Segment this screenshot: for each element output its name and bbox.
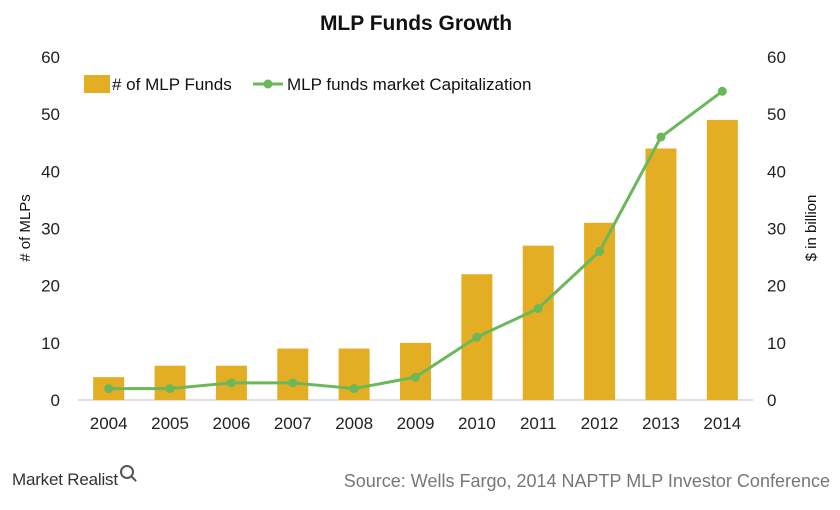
x-tick-label: 2014	[703, 414, 741, 433]
cap-point-2010	[472, 332, 482, 342]
legend-line-marker	[263, 79, 273, 89]
line-series	[104, 86, 727, 394]
bar-2007	[277, 348, 309, 400]
brand-logo: Market Realist	[12, 465, 134, 490]
x-tick-label: 2013	[642, 414, 680, 433]
source-note: Source: Wells Fargo, 2014 NAPTP MLP Inve…	[343, 471, 830, 491]
cap-point-2005	[165, 384, 175, 394]
legend-bar-swatch	[84, 75, 110, 93]
y2-tick-label: 30	[767, 220, 786, 239]
x-tick-label: 2008	[335, 414, 373, 433]
cap-point-2011	[533, 304, 543, 314]
legend: # of MLP Funds MLP funds market Capitali…	[84, 75, 531, 94]
x-tick-label: 2007	[274, 414, 312, 433]
y2-axis-title: $ in billion	[803, 195, 820, 262]
y-tick-label: 40	[41, 162, 60, 181]
y2-tick-label: 10	[767, 334, 786, 353]
cap-point-2013	[656, 132, 666, 142]
magnifier-icon	[119, 465, 134, 479]
x-tick-label: 2009	[397, 414, 435, 433]
chart-title: MLP Funds Growth	[320, 12, 512, 35]
y2-tick-label: 60	[767, 48, 786, 67]
y-tick-label: 10	[41, 334, 60, 353]
bar-2005	[154, 365, 186, 400]
x-axis-ticks: 2004 2005 2006 2007 2008 2009 2010 2011 2012 2013…	[90, 414, 741, 433]
x-tick-label: 2010	[458, 414, 496, 433]
bar-2013	[645, 148, 677, 400]
cap-point-2009	[411, 372, 420, 382]
y2-tick-label: 50	[767, 105, 786, 124]
cap-point-2012	[595, 246, 605, 256]
cap-point-2008	[349, 384, 359, 394]
cap-point-2014	[717, 86, 727, 96]
brand-name: Market Realist	[12, 470, 118, 489]
x-tick-label: 2011	[520, 414, 557, 433]
y-tick-label: 60	[41, 48, 60, 67]
y2-tick-label: 20	[767, 277, 786, 296]
y-tick-label: 0	[51, 391, 60, 410]
legend-line-label: MLP funds market Capitalization	[287, 75, 531, 94]
cap-point-2006	[226, 378, 236, 388]
legend-bar-label: # of MLP Funds	[112, 75, 232, 94]
y-axis-title: # of MLPs	[17, 194, 34, 262]
x-tick-label: 2004	[90, 414, 128, 433]
y-tick-label: 30	[41, 220, 60, 239]
y-tick-label: 20	[41, 277, 60, 296]
y-tick-label: 50	[41, 105, 60, 124]
bar-series	[93, 119, 738, 400]
x-tick-label: 2006	[212, 414, 250, 433]
left-axis-ticks: 0 10 20 30 40 50 60	[41, 48, 60, 410]
cap-point-2004	[104, 384, 114, 394]
x-tick-label: 2012	[581, 414, 619, 433]
cap-point-2007	[288, 378, 298, 388]
right-axis-ticks: 0 10 20 30 40 50 60	[767, 48, 786, 410]
bar-2014	[706, 119, 738, 400]
bar-2011	[522, 245, 554, 400]
y2-tick-label: 0	[767, 391, 776, 410]
x-tick-label: 2005	[151, 414, 189, 433]
y2-tick-label: 40	[767, 162, 786, 181]
